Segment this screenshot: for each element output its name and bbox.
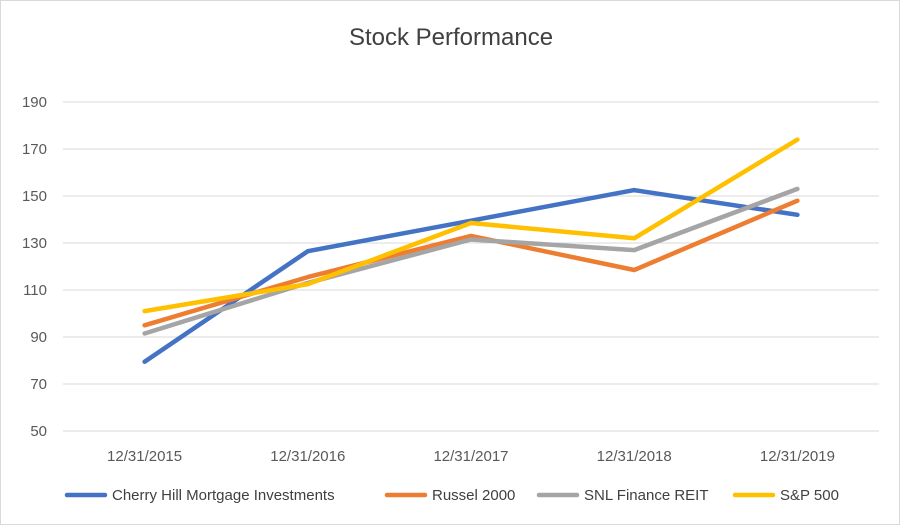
y-tick-label: 130 [22, 235, 47, 252]
legend: Cherry Hill Mortgage Investments Russel 2… [64, 487, 839, 504]
x-tick-label: 12/31/2015 [107, 448, 182, 465]
legend-label: Cherry Hill Mortgage Investments [112, 487, 335, 504]
series-line-cherry-hill-mortgage-investments [142, 187, 800, 364]
y-tick-label: 70 [30, 376, 47, 393]
series-line-s-p-500 [142, 137, 800, 314]
y-axis-tick-labels: 50 70 90 110 130 150 170 190 [22, 94, 47, 440]
legend-label: Russel 2000 [432, 487, 515, 504]
y-tick-label: 110 [23, 282, 47, 299]
y-tick-label: 50 [30, 423, 47, 440]
x-tick-label: 12/31/2017 [433, 448, 508, 465]
y-tick-label: 170 [22, 141, 47, 158]
gridlines [63, 101, 879, 432]
chart-title: Stock Performance [349, 24, 553, 51]
x-tick-label: 12/31/2016 [270, 448, 345, 465]
x-tick-label: 12/31/2019 [760, 448, 835, 465]
y-tick-label: 190 [22, 94, 47, 111]
series-lines [142, 137, 800, 364]
x-axis-tick-labels: 12/31/2015 12/31/2016 12/31/2017 12/31/2018… [107, 448, 835, 465]
legend-label: SNL Finance REIT [584, 487, 709, 504]
legend-label: S&P 500 [780, 487, 839, 504]
y-tick-label: 90 [30, 329, 47, 346]
x-tick-label: 12/31/2018 [597, 448, 672, 465]
y-tick-label: 150 [22, 188, 47, 205]
series-line-snl-finance-reit [142, 186, 800, 336]
